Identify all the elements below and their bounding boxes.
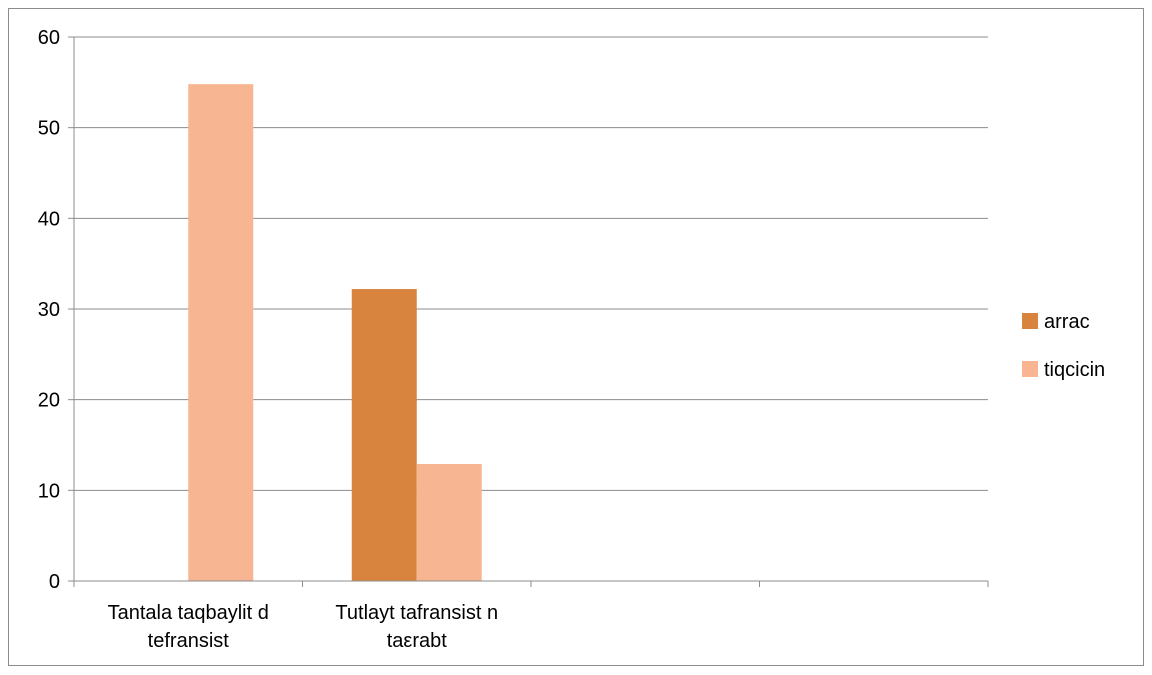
legend-label: tiqcicin bbox=[1044, 359, 1105, 381]
legend-swatch bbox=[1022, 361, 1038, 377]
y-tick-label: 60 bbox=[38, 27, 60, 49]
x-tick-label: Tantala taqbaylit d bbox=[108, 602, 269, 624]
y-tick-labels: 0 10 20 30 40 50 60 bbox=[38, 27, 60, 593]
y-tick-label: 50 bbox=[38, 118, 60, 140]
y-tick-label: 40 bbox=[38, 208, 60, 230]
x-tick-labels: Tantala taqbaylit d tefransist Tutlayt taf… bbox=[108, 602, 498, 652]
y-tick-label: 0 bbox=[49, 571, 60, 593]
legend-label: arrac bbox=[1044, 311, 1090, 333]
x-tick-label: Tutlayt tafransist n bbox=[335, 602, 498, 624]
bar-tiqcicin-0 bbox=[188, 84, 254, 581]
y-tick-label: 20 bbox=[38, 390, 60, 412]
x-tick-label: taεrabt bbox=[387, 630, 448, 652]
legend-swatch bbox=[1022, 313, 1038, 329]
axes bbox=[68, 36, 989, 587]
bars bbox=[188, 84, 482, 581]
bar-arrac-1 bbox=[351, 289, 417, 581]
bar-tiqcicin-1 bbox=[416, 464, 482, 581]
x-tick-label: tefransist bbox=[148, 630, 230, 652]
legend: arrac tiqcicin bbox=[1022, 311, 1105, 381]
y-tick-label: 10 bbox=[38, 480, 60, 502]
y-tick-label: 30 bbox=[38, 299, 60, 321]
